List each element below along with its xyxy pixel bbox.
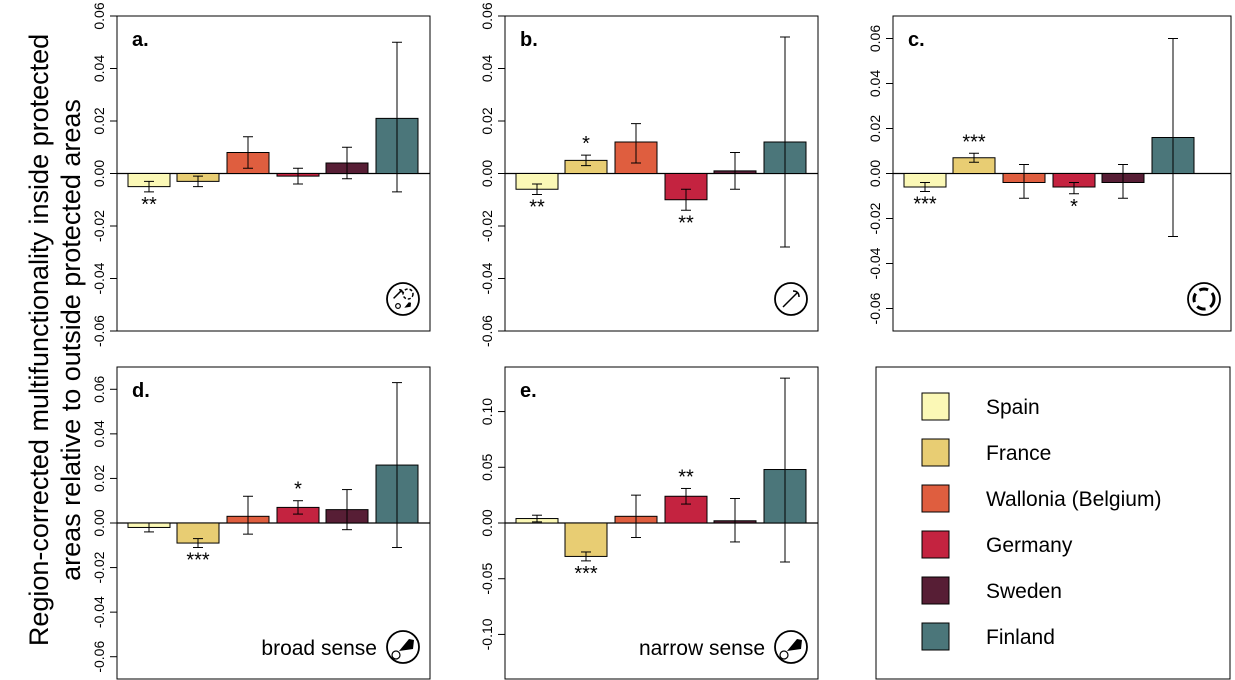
y-tick-label: -0.06 bbox=[91, 641, 107, 673]
significance-label: * bbox=[294, 479, 302, 501]
y-tick-label: 0.02 bbox=[91, 107, 107, 134]
pickaxe-handle bbox=[782, 292, 798, 308]
y-tick-label: -0.05 bbox=[479, 563, 495, 595]
y-tick-label: 0.04 bbox=[479, 55, 495, 82]
icon-circle bbox=[386, 282, 420, 316]
panel-b: -0.06-0.04-0.020.000.020.040.06*****b. bbox=[479, 2, 819, 347]
y-tick-label: 0.00 bbox=[91, 509, 107, 536]
y-tick-label: -0.04 bbox=[91, 262, 107, 294]
y-tick-label: 0.00 bbox=[479, 160, 495, 187]
y-axis-title-line1: Region-corrected multifunctionality insi… bbox=[24, 34, 54, 646]
panel-label: b. bbox=[520, 29, 538, 51]
panel-label: e. bbox=[520, 380, 537, 402]
legend-label: Spain bbox=[986, 396, 1040, 419]
y-tick-label: 0.05 bbox=[479, 453, 495, 480]
flower-shape bbox=[779, 650, 789, 660]
sense-label: broad sense bbox=[261, 637, 377, 660]
panel-label: d. bbox=[132, 380, 150, 402]
pickaxe-handle bbox=[393, 290, 402, 299]
panel-e: -0.10-0.050.000.050.10*****e.narrow sens… bbox=[479, 366, 819, 680]
legend-label: Finland bbox=[986, 626, 1055, 649]
y-tick-label: 0.04 bbox=[91, 420, 107, 447]
y-tick-label: 0.04 bbox=[867, 70, 883, 97]
legend-label: Sweden bbox=[986, 580, 1062, 603]
y-tick-label: -0.06 bbox=[91, 315, 107, 347]
legend-label: Wallonia (Belgium) bbox=[986, 488, 1161, 511]
panel-label: a. bbox=[132, 29, 149, 51]
y-tick-label: 0.00 bbox=[91, 160, 107, 187]
significance-label: ** bbox=[678, 212, 694, 234]
cycle-ring bbox=[1192, 287, 1216, 311]
pickaxe-head bbox=[399, 288, 404, 293]
significance-label: *** bbox=[574, 563, 598, 585]
y-tick-label: -0.04 bbox=[479, 262, 495, 294]
bird-flower-icon bbox=[386, 630, 420, 664]
y-tick-label: -0.10 bbox=[479, 618, 495, 650]
y-tick-label: 0.02 bbox=[479, 107, 495, 134]
y-tick-label: 0.06 bbox=[91, 375, 107, 402]
combined-icon bbox=[386, 282, 420, 316]
legend-swatch bbox=[921, 484, 950, 513]
y-tick-label: 0.00 bbox=[479, 509, 495, 536]
y-tick-label: -0.02 bbox=[479, 210, 495, 242]
panel-a: -0.06 -0.04 -0.02 0.00 0.02 0.04 0.06 ** a. bbox=[91, 2, 431, 347]
significance-label: * bbox=[582, 133, 590, 155]
sense-label: narrow sense bbox=[639, 637, 765, 660]
flower-shape bbox=[391, 650, 401, 660]
y-tick-label: -0.02 bbox=[91, 551, 107, 583]
bar bbox=[564, 522, 608, 557]
y-tick-label: -0.06 bbox=[867, 292, 883, 324]
y-tick-label: 0.02 bbox=[867, 115, 883, 142]
legend-swatch bbox=[921, 576, 950, 605]
panel-c: -0.06-0.04-0.020.000.020.040.06*******c. bbox=[867, 15, 1232, 332]
y-tick-label: -0.02 bbox=[867, 202, 883, 234]
cycle-ring bbox=[402, 288, 414, 300]
y-tick-label: -0.04 bbox=[91, 596, 107, 628]
y-tick-label: 0.00 bbox=[867, 160, 883, 187]
significance-label: ** bbox=[141, 194, 157, 216]
legend-swatch bbox=[921, 392, 950, 421]
legend-swatch bbox=[921, 530, 950, 559]
pickaxe-icon bbox=[774, 282, 808, 316]
legend-swatch bbox=[921, 622, 950, 651]
significance-label: ** bbox=[678, 466, 694, 488]
significance-label: *** bbox=[962, 131, 986, 153]
panel-d: -0.06-0.04-0.020.000.020.040.06****d.bro… bbox=[91, 366, 431, 680]
flower-shape bbox=[395, 303, 401, 309]
y-tick-label: 0.06 bbox=[479, 2, 495, 29]
y-tick-label: 0.04 bbox=[91, 55, 107, 82]
y-tick-label: 0.06 bbox=[867, 25, 883, 52]
bird-shape bbox=[787, 639, 802, 651]
legend-swatch bbox=[921, 438, 950, 467]
y-tick-label: 0.06 bbox=[91, 2, 107, 29]
panel-label: c. bbox=[908, 29, 925, 51]
bird-shape bbox=[399, 639, 414, 651]
significance-label: * bbox=[1070, 196, 1078, 218]
bar bbox=[664, 495, 708, 524]
legend: Spain France Wallonia (Belgium) Germany Swed… bbox=[875, 366, 1231, 680]
nutrient-cycle-icon bbox=[1187, 282, 1221, 316]
y-axis-title-line2: areas relative to outside protected area… bbox=[56, 99, 86, 581]
y-axis-title: Region-corrected multifunctionality insi… bbox=[24, 34, 86, 646]
significance-label: *** bbox=[913, 194, 937, 216]
bird-flower-icon bbox=[774, 630, 808, 664]
legend-label: Germany bbox=[986, 534, 1073, 557]
pickaxe-head bbox=[792, 290, 800, 298]
y-tick-label: -0.06 bbox=[479, 315, 495, 347]
y-tick-label: -0.02 bbox=[91, 210, 107, 242]
significance-label: ** bbox=[529, 197, 545, 219]
bird-shape bbox=[404, 302, 412, 308]
significance-label: *** bbox=[186, 550, 210, 572]
legend-label: France bbox=[986, 442, 1051, 465]
y-tick-label: -0.04 bbox=[867, 247, 883, 279]
y-tick-label: 0.02 bbox=[91, 465, 107, 492]
y-tick-label: 0.10 bbox=[479, 398, 495, 425]
